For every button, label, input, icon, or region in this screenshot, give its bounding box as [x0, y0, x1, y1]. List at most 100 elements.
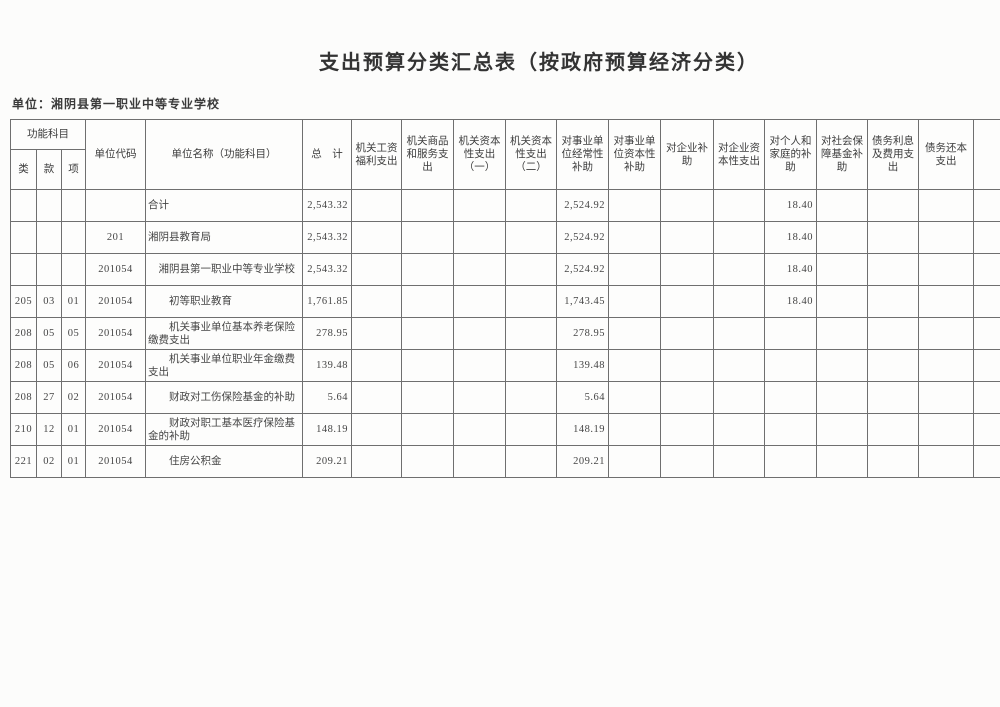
cell-amount — [867, 253, 920, 286]
cell-amount — [918, 189, 975, 222]
cell-class-code — [10, 221, 37, 254]
header-expense-column: 对事业单位资本性补助 — [608, 119, 662, 190]
table-row: 205 03 01 201054 初等职业教育 1,761.85 1,743.45 18.40 — [10, 285, 1000, 318]
cell-amount — [505, 189, 558, 222]
cell-partial — [973, 445, 1000, 478]
cell-unit-name: 合计 — [145, 189, 304, 222]
cell-unit-code: 201054 — [85, 253, 147, 286]
cell-unit-code: 201 — [85, 221, 147, 254]
cell-amount — [918, 285, 975, 318]
cell-amount: 18.40 — [764, 253, 818, 286]
cell-amount — [867, 189, 920, 222]
cell-amount — [660, 317, 715, 350]
header-expense-column: 对企业资本性支出 — [713, 119, 766, 190]
cell-unit-name: 财政对职工基本医疗保险基金的补助 — [145, 413, 304, 446]
cell-section-code: 05 — [36, 349, 62, 382]
header-class: 类 — [10, 149, 37, 190]
cell-amount — [453, 317, 507, 350]
table-row: 208 27 02 201054 财政对工伤保险基金的补助 5.64 5.64 — [10, 381, 1000, 414]
cell-amount — [351, 445, 403, 478]
cell-amount — [401, 189, 455, 222]
cell-item-code — [60, 189, 87, 222]
cell-class-code: 210 — [10, 413, 37, 446]
cell-amount — [453, 445, 507, 478]
cell-amount — [608, 253, 662, 286]
cell-unit-name: 财政对工伤保险基金的补助 — [145, 381, 304, 414]
cell-amount — [505, 253, 558, 286]
cell-amount — [918, 445, 975, 478]
cell-amount — [351, 349, 403, 382]
cell-amount: 148.19 — [556, 413, 610, 446]
cell-total: 5.64 — [302, 381, 353, 414]
header-total: 总 计 — [302, 119, 353, 190]
cell-amount — [608, 285, 662, 318]
cell-amount — [867, 285, 920, 318]
header-expense-column: 债务利息及费用支出 — [867, 119, 920, 190]
cell-amount — [713, 253, 766, 286]
header-partial-column — [973, 119, 1000, 190]
cell-amount: 278.95 — [556, 317, 610, 350]
table-row: 210 12 01 201054 财政对职工基本医疗保险基金的补助 148.19 148.1… — [10, 413, 1000, 446]
header-expense-column: 机关商品和服务支出 — [401, 119, 455, 190]
cell-amount — [867, 445, 920, 478]
table-header: 功能科目 单位代码 单位名称（功能科目） 总 计 机关工资福利支出 机关商品和服务… — [10, 119, 1000, 190]
table-body: 合计 2,543.32 2,524.92 18.40 201 湘阴县教育局 2,543.32… — [10, 189, 1000, 478]
cell-class-code: 208 — [10, 317, 37, 350]
cell-amount — [453, 285, 507, 318]
cell-unit-name: 初等职业教育 — [145, 285, 304, 318]
cell-amount — [505, 381, 558, 414]
cell-amount — [351, 221, 403, 254]
cell-item-code: 05 — [60, 317, 87, 350]
cell-total: 209.21 — [302, 445, 353, 478]
cell-total: 148.19 — [302, 413, 353, 446]
cell-unit-name: 住房公积金 — [145, 445, 304, 478]
table-container: 功能科目 单位代码 单位名称（功能科目） 总 计 机关工资福利支出 机关商品和服务… — [10, 119, 1000, 478]
table-row: 201054 湘阴县第一职业中等专业学校 2,543.32 2,524.92 18.40 — [10, 253, 1000, 286]
cell-amount — [918, 221, 975, 254]
cell-amount: 139.48 — [556, 349, 610, 382]
cell-amount — [660, 253, 715, 286]
header-expense-column: 债务还本支出 — [918, 119, 975, 190]
cell-amount — [764, 349, 818, 382]
table-row: 208 05 05 201054 机关事业单位基本养老保险缴费支出 278.95 278.9… — [10, 317, 1000, 350]
cell-unit-code: 201054 — [85, 445, 147, 478]
cell-amount — [401, 253, 455, 286]
cell-amount — [505, 317, 558, 350]
cell-amount — [351, 381, 403, 414]
cell-class-code: 205 — [10, 285, 37, 318]
cell-amount — [505, 445, 558, 478]
cell-amount — [660, 413, 715, 446]
cell-amount — [401, 285, 455, 318]
cell-amount — [816, 253, 869, 286]
cell-class-code — [10, 253, 37, 286]
cell-amount — [867, 381, 920, 414]
budget-table: 功能科目 单位代码 单位名称（功能科目） 总 计 机关工资福利支出 机关商品和服务… — [10, 119, 1000, 478]
cell-amount: 209.21 — [556, 445, 610, 478]
cell-amount: 5.64 — [556, 381, 610, 414]
cell-total: 2,543.32 — [302, 189, 353, 222]
cell-amount — [713, 285, 766, 318]
cell-amount — [918, 317, 975, 350]
cell-section-code — [36, 253, 62, 286]
header-section: 款 — [36, 149, 62, 190]
cell-section-code: 27 — [36, 381, 62, 414]
cell-amount — [401, 445, 455, 478]
header-expense-column: 对企业补助 — [660, 119, 715, 190]
cell-item-code: 06 — [60, 349, 87, 382]
cell-unit-code: 201054 — [85, 381, 147, 414]
cell-amount — [505, 349, 558, 382]
cell-class-code: 221 — [10, 445, 37, 478]
cell-amount — [660, 285, 715, 318]
cell-unit-code: 201054 — [85, 317, 147, 350]
table-row: 合计 2,543.32 2,524.92 18.40 — [10, 189, 1000, 222]
cell-section-code: 05 — [36, 317, 62, 350]
cell-unit-name: 湘阴县第一职业中等专业学校 — [145, 253, 304, 286]
cell-partial — [973, 381, 1000, 414]
cell-item-code: 02 — [60, 381, 87, 414]
header-expense-column: 机关工资福利支出 — [351, 119, 403, 190]
cell-amount — [453, 381, 507, 414]
cell-total: 1,761.85 — [302, 285, 353, 318]
header-expense-column: 机关资本性支出（二） — [505, 119, 558, 190]
cell-amount: 18.40 — [764, 221, 818, 254]
